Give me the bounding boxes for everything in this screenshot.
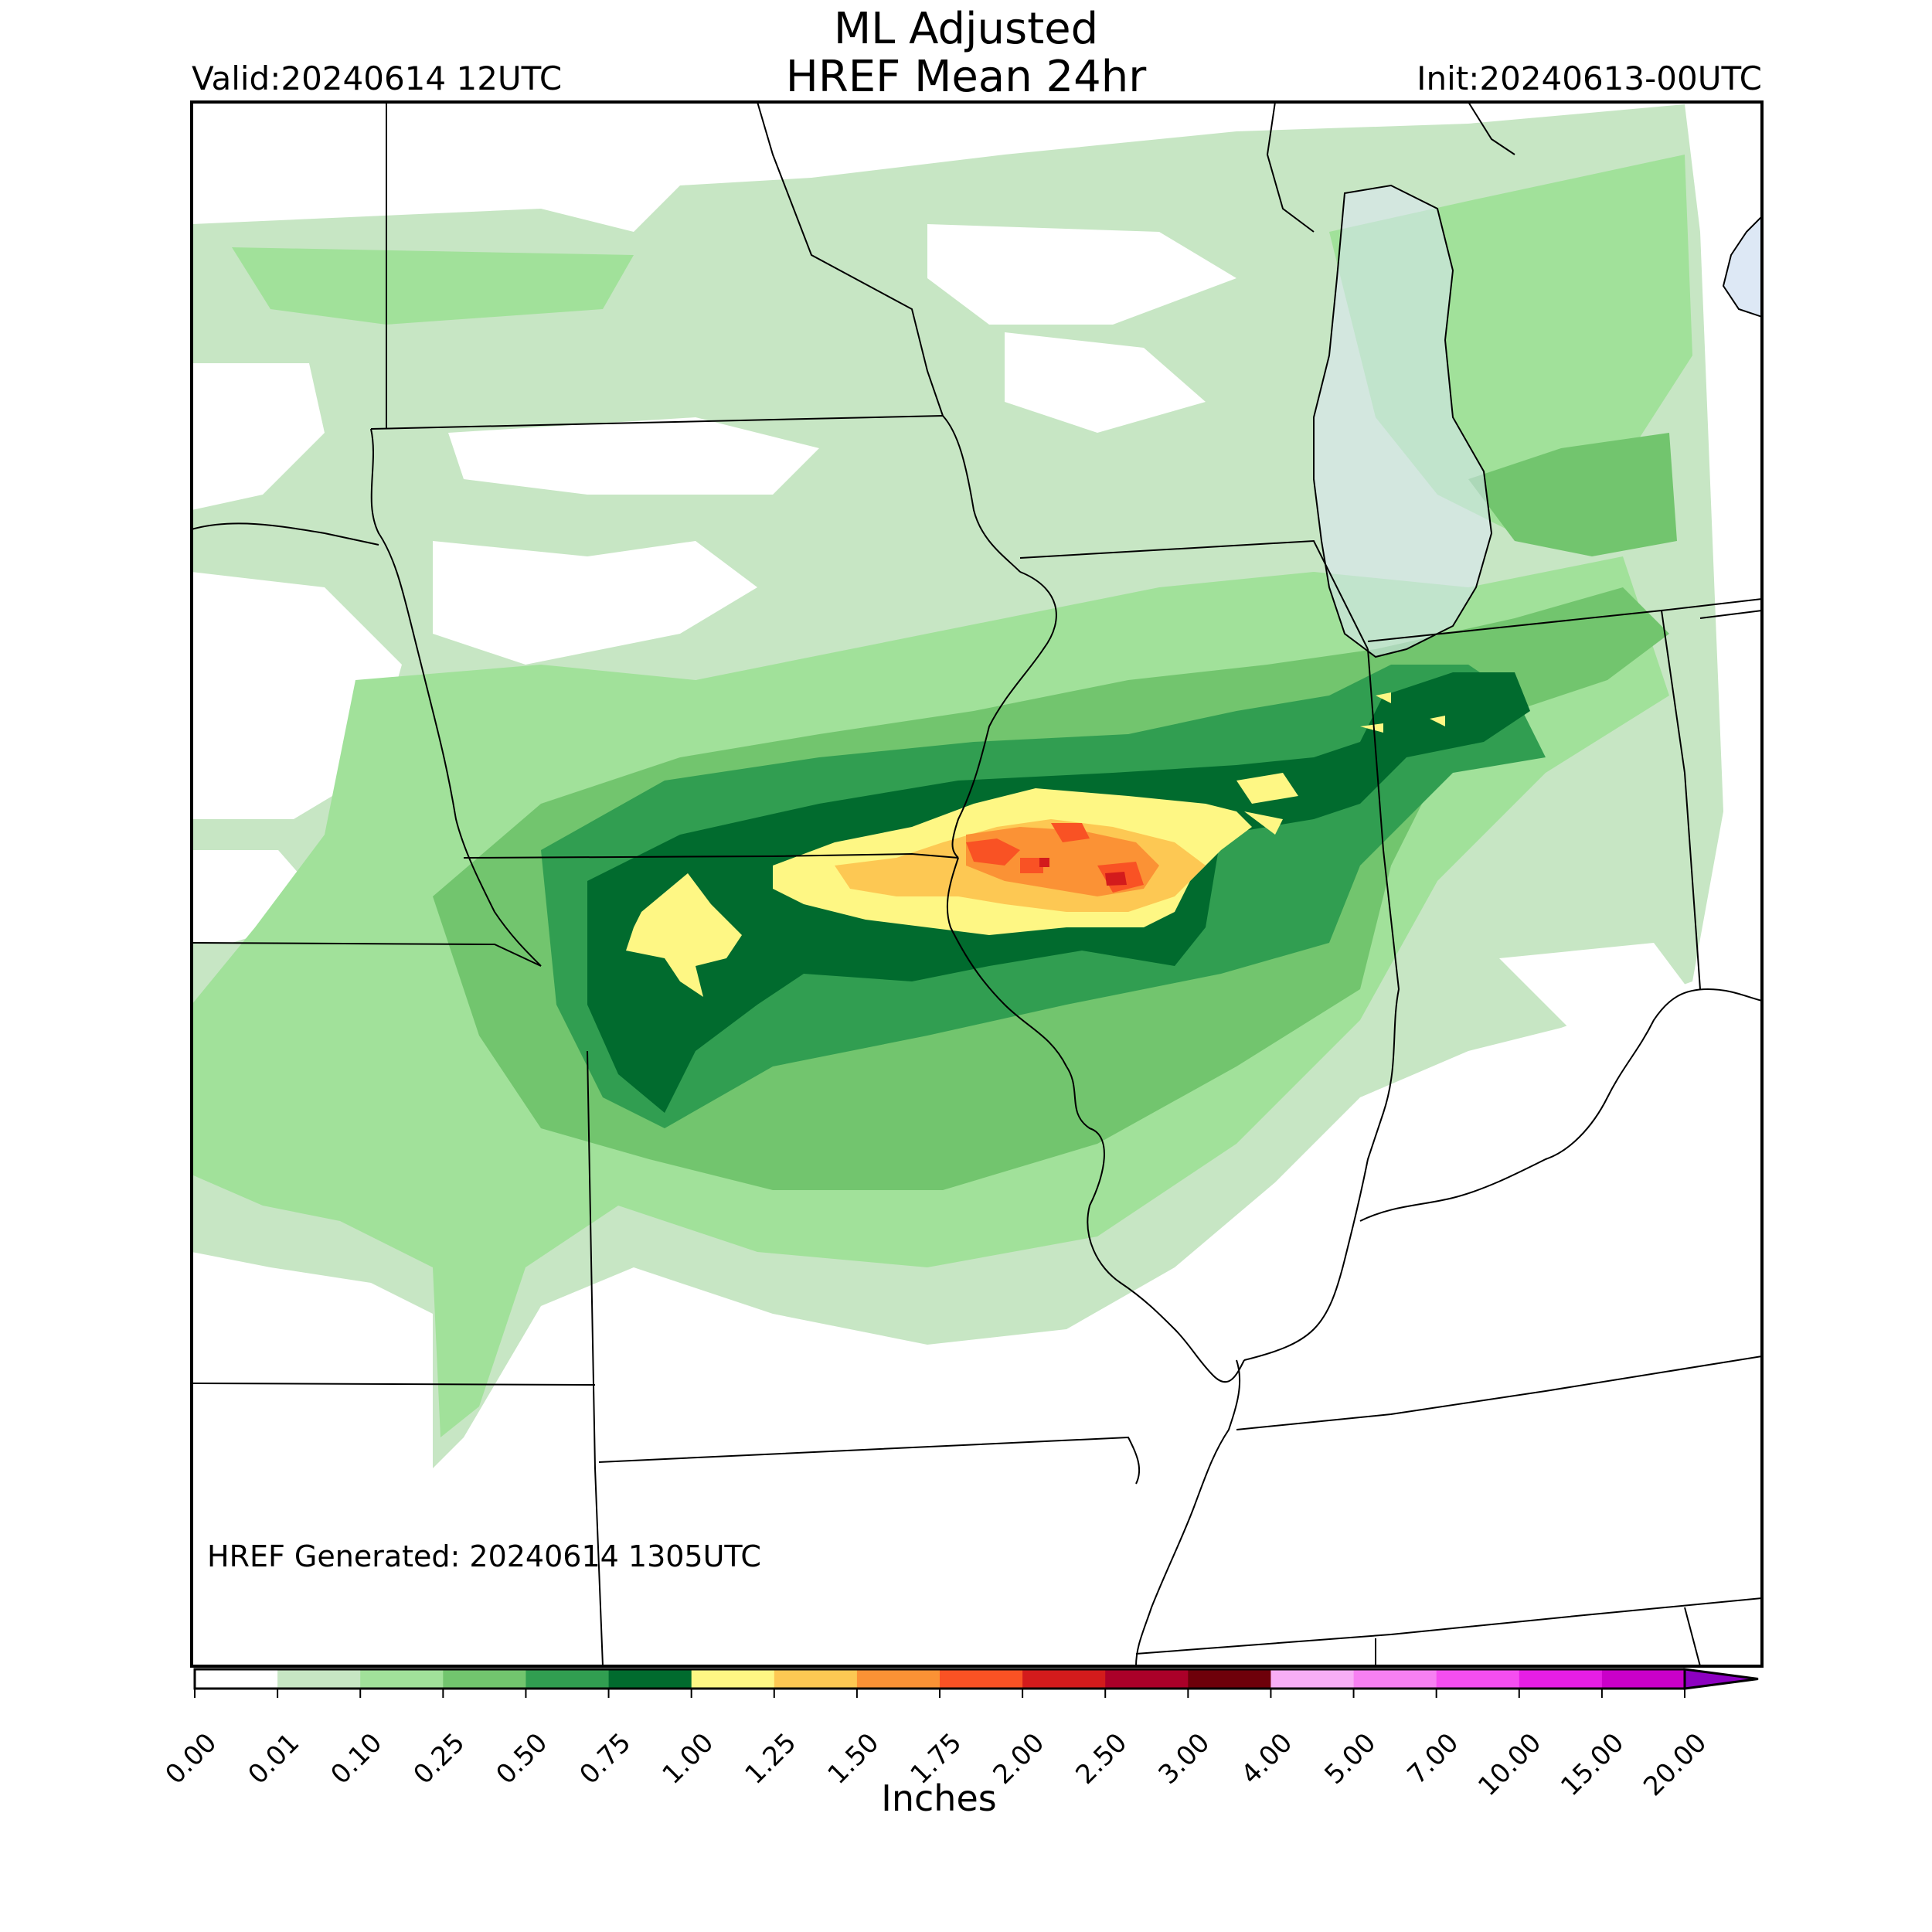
colorbar-segment [195, 1669, 278, 1689]
colorbar-segment [608, 1669, 692, 1689]
precip-field [192, 102, 1762, 1666]
init-time: Init:20240613-00UTC [1417, 60, 1762, 97]
colorbar-segment [443, 1669, 527, 1689]
state-borders [192, 102, 1762, 1666]
map-frame [190, 100, 1764, 1668]
colorbar-segment [1353, 1669, 1437, 1689]
precip-area-200 [1039, 858, 1127, 886]
title-line1: ML Adjusted [833, 4, 1099, 54]
colorbar-segment [774, 1669, 858, 1689]
title-line2: HREF Mean 24hr [785, 52, 1147, 102]
colorbar-segment [940, 1669, 1023, 1689]
colorbar-segment [1105, 1669, 1189, 1689]
colorbar-segment [277, 1669, 361, 1689]
colorbar [193, 1668, 1759, 1698]
precip-area-175 [966, 823, 1144, 893]
colorbar-segment [1436, 1669, 1520, 1689]
colorbar-segment [691, 1669, 775, 1689]
colorbar-units: Inches [881, 1777, 997, 1819]
colorbar-segment [1601, 1669, 1685, 1689]
colorbar-segment [1188, 1669, 1272, 1689]
lake-michigan [1313, 184, 1493, 658]
valid-time: Valid:20240614 12UTC [192, 60, 563, 97]
colorbar-segment [1519, 1669, 1603, 1689]
colorbar-segment [360, 1669, 444, 1689]
lake-huron-edge [1722, 215, 1762, 318]
generated-time: HREF Generated: 20240614 1305UTC [207, 1539, 761, 1573]
colorbar-segment [526, 1669, 610, 1689]
colorbar-segment [1270, 1669, 1355, 1689]
colorbar-segment [1022, 1669, 1106, 1689]
colorbar-extend-arrow [1683, 1668, 1759, 1690]
colorbar-segment [856, 1669, 940, 1689]
